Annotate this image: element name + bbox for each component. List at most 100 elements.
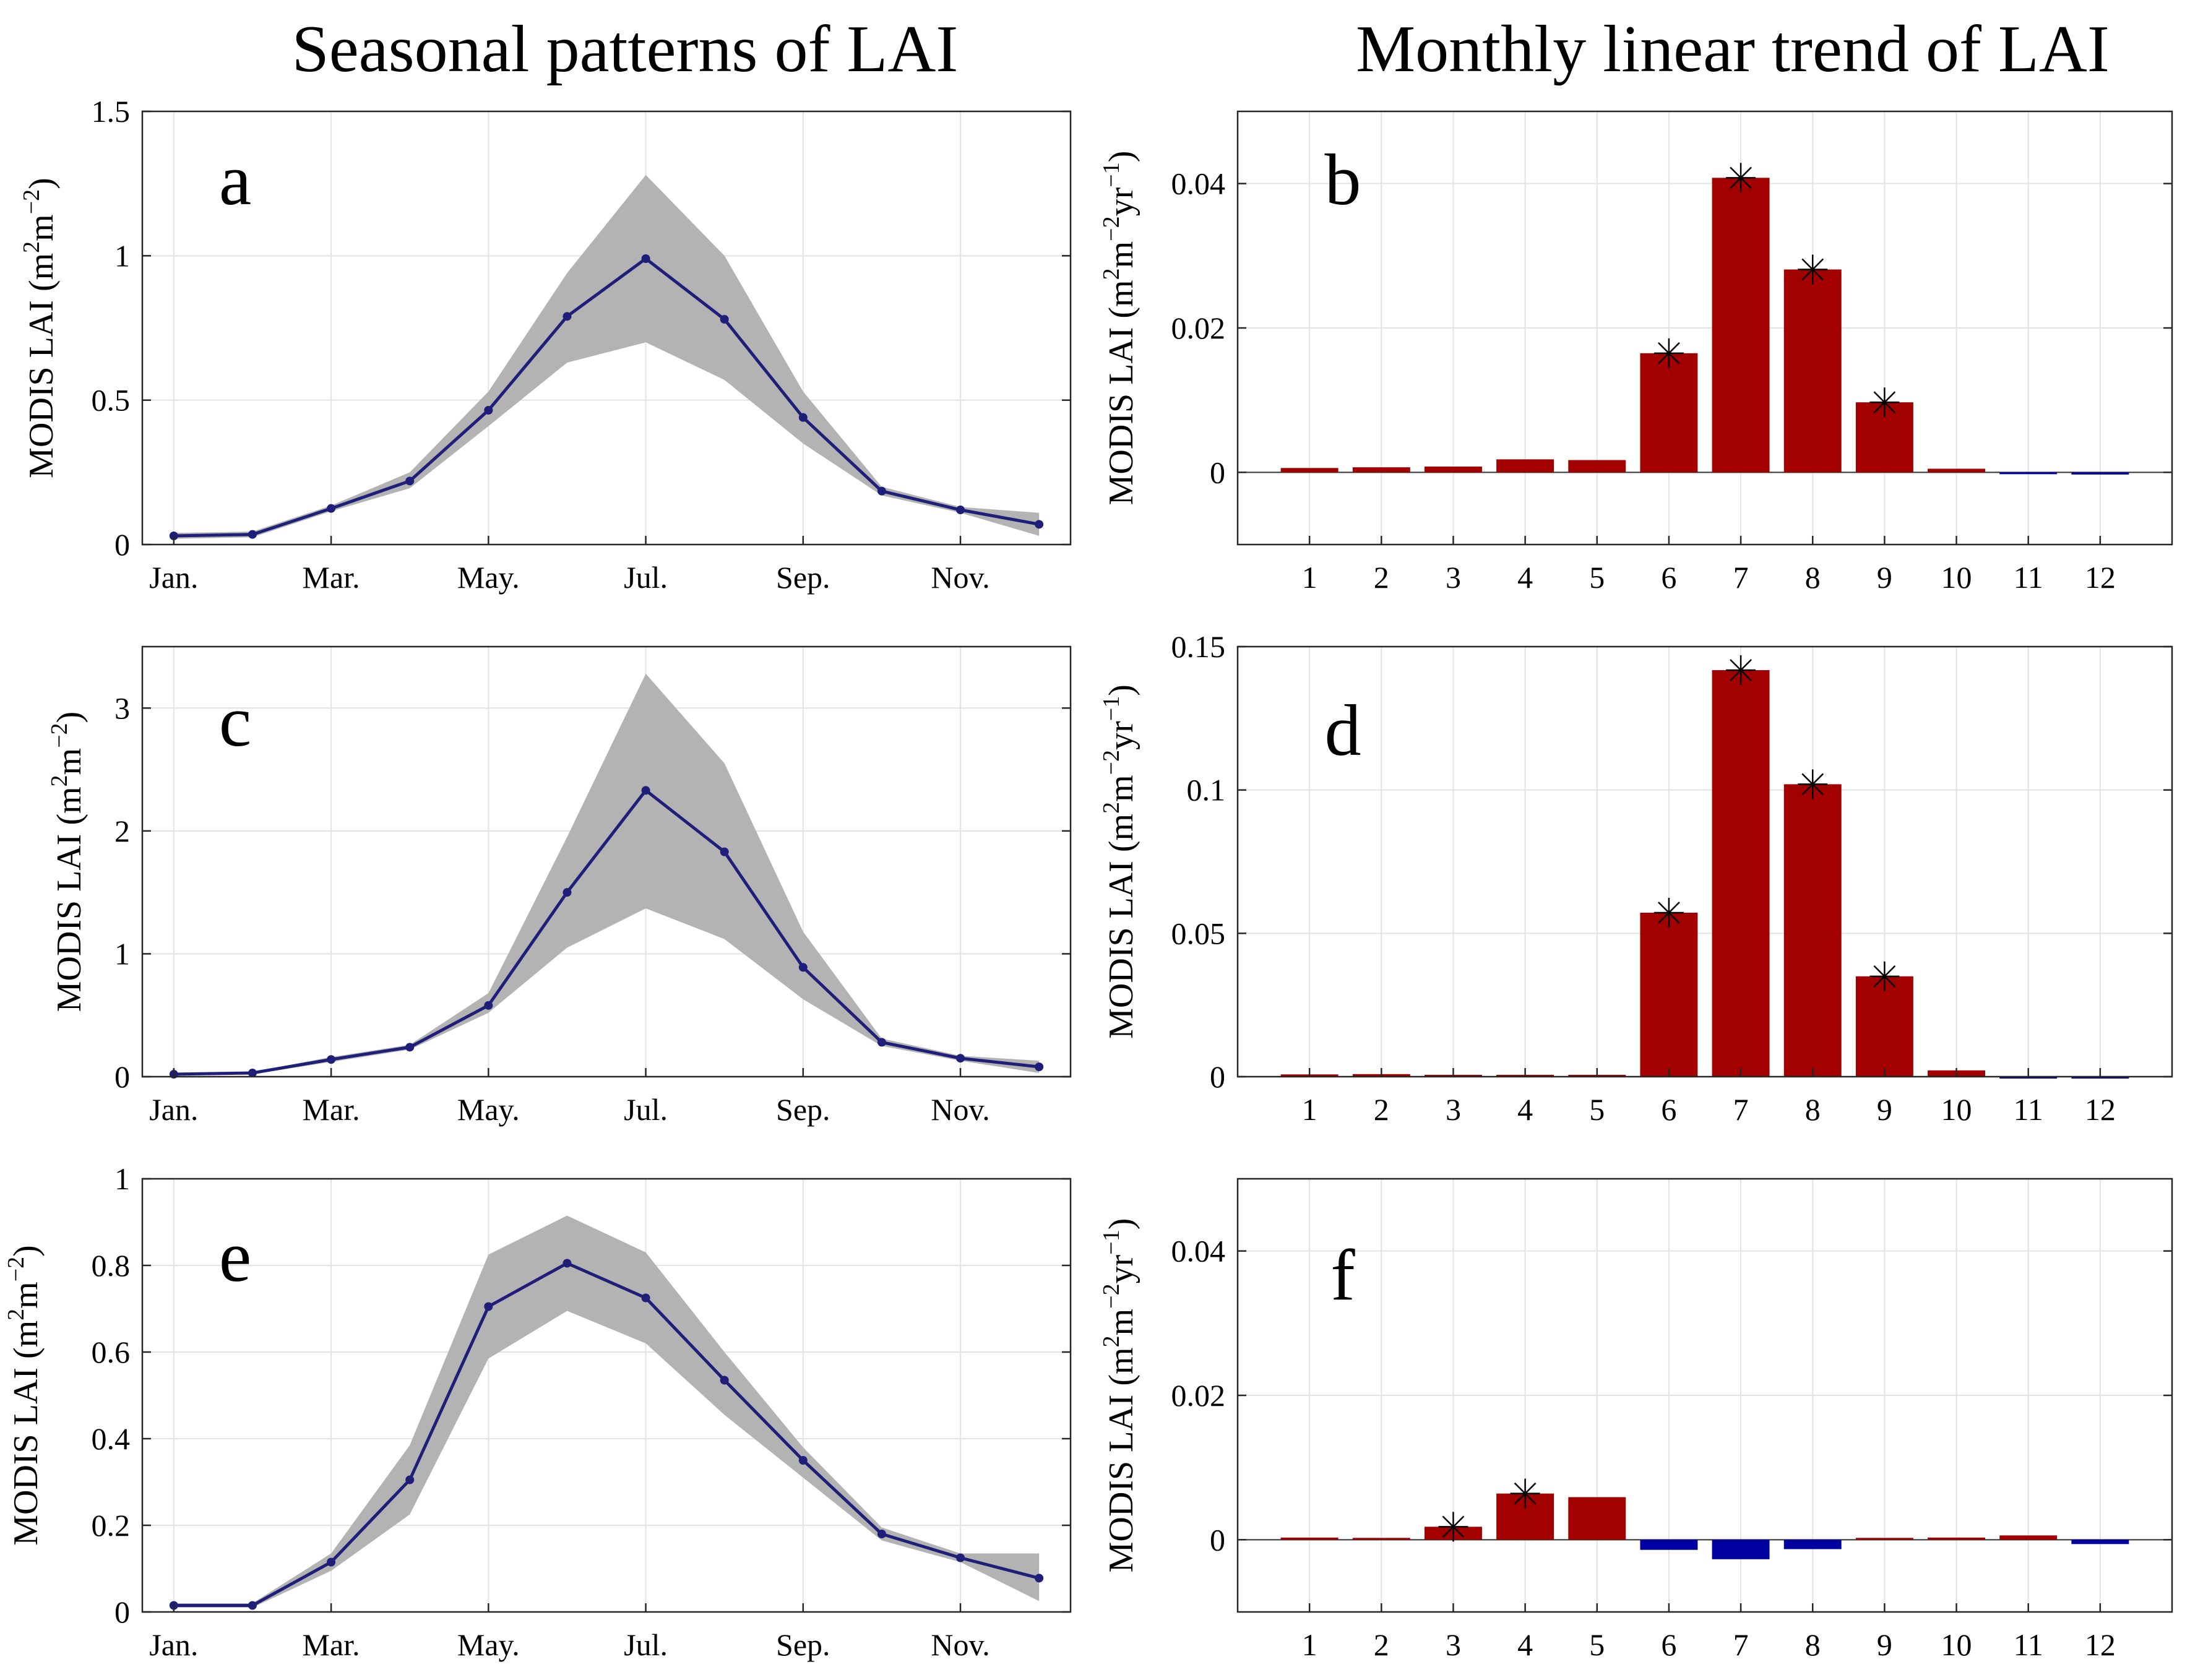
y-tick-label: 0 bbox=[114, 1595, 130, 1629]
data-point bbox=[484, 1302, 493, 1311]
y-axis-label-part: MODIS LAI (m bbox=[7, 1320, 45, 1546]
x-tick-label: 10 bbox=[1941, 560, 1972, 595]
y-axis-label-part: ) bbox=[7, 1245, 45, 1257]
y-axis-label-part: MODIS LAI (m bbox=[1102, 814, 1140, 1039]
bar bbox=[1496, 459, 1554, 473]
y-axis-label-superscript: −2 bbox=[46, 723, 72, 747]
bar bbox=[1568, 1497, 1626, 1540]
significance-stroke bbox=[1801, 258, 1824, 281]
bar bbox=[2071, 472, 2129, 475]
x-tick-label: 4 bbox=[1517, 1092, 1533, 1127]
panel-e: 0 0.2 0.4 0.6 0.8 1 Jan. Mar. May. Jul. Sep. Nov. e M… bbox=[3, 1161, 1072, 1662]
plot-area bbox=[1238, 647, 2172, 1077]
panel-letter: a bbox=[219, 139, 251, 220]
y-tick-label: 3 bbox=[114, 691, 130, 725]
significance-marker bbox=[1438, 1512, 1468, 1542]
y-axis-label-superscript: 2 bbox=[46, 775, 72, 786]
data-point bbox=[720, 315, 729, 324]
x-tick-label: 4 bbox=[1517, 1627, 1533, 1662]
data-point bbox=[641, 1293, 650, 1303]
x-tick-label: 6 bbox=[1661, 560, 1676, 595]
uncertainty-band bbox=[173, 174, 1040, 539]
x-tick-label: Sep. bbox=[776, 560, 830, 595]
significance-stroke bbox=[1873, 965, 1896, 988]
y-tick-label: 0.02 bbox=[1171, 311, 1226, 345]
x-tick-label: May. bbox=[457, 560, 520, 595]
data-point bbox=[248, 1069, 257, 1078]
uncertainty-band bbox=[173, 673, 1040, 1075]
mean-line bbox=[173, 256, 1040, 538]
significance-stroke bbox=[1873, 391, 1896, 414]
x-tick-label: 7 bbox=[1733, 560, 1749, 595]
y-axis-label-part: yr bbox=[1102, 721, 1140, 750]
data-point bbox=[327, 1557, 336, 1567]
data-point bbox=[405, 1475, 415, 1484]
bar bbox=[1640, 912, 1698, 1077]
y-tick-label: 0 bbox=[1210, 1059, 1225, 1094]
y-tick-label: 1 bbox=[114, 238, 130, 273]
y-tick-label: 0.8 bbox=[92, 1248, 131, 1283]
y-tick-label: 1 bbox=[114, 1161, 130, 1196]
x-tick-label: 9 bbox=[1877, 560, 1892, 595]
y-axis-label-superscript: 2 bbox=[3, 1309, 29, 1320]
x-tick-label: 11 bbox=[2014, 560, 2043, 595]
y-axis-label-part: MODIS LAI (m bbox=[50, 786, 88, 1012]
y-axis-label-part: ) bbox=[1102, 151, 1140, 163]
data-point bbox=[248, 530, 257, 539]
significance-stroke bbox=[1801, 773, 1824, 796]
x-tick-label: 1 bbox=[1302, 1627, 1317, 1662]
panel-letter: b bbox=[1325, 139, 1361, 220]
data-point bbox=[563, 1259, 572, 1268]
x-tick-label: 8 bbox=[1805, 560, 1821, 595]
y-tick-label: 0.05 bbox=[1171, 916, 1226, 950]
x-tick-label: 5 bbox=[1589, 1092, 1605, 1127]
x-tick-label: Jan. bbox=[149, 560, 198, 595]
axes-frame bbox=[141, 110, 1072, 546]
axes-frame bbox=[1236, 645, 2173, 1078]
y-axis-label-part: m bbox=[1102, 1309, 1140, 1336]
y-axis-label-part: m bbox=[1102, 241, 1140, 269]
data-point bbox=[641, 786, 650, 795]
x-tick-label: 1 bbox=[1302, 560, 1317, 595]
panel-letter: e bbox=[219, 1216, 251, 1297]
bar bbox=[1425, 467, 1482, 473]
bar bbox=[1928, 468, 1985, 473]
significance-marker bbox=[1653, 338, 1684, 368]
y-tick-label: 0.4 bbox=[92, 1421, 131, 1456]
panel-letter: d bbox=[1325, 690, 1361, 771]
data-point bbox=[877, 1530, 886, 1538]
x-tick-label: 3 bbox=[1446, 560, 1461, 595]
x-tick-label: 1 bbox=[1302, 1092, 1317, 1127]
bar bbox=[1712, 1540, 1770, 1559]
x-tick-label: 11 bbox=[2014, 1627, 2043, 1662]
x-tick-label: 9 bbox=[1877, 1627, 1892, 1662]
y-axis-label-superscript: −2 bbox=[1098, 216, 1124, 241]
uncertainty-band bbox=[173, 1215, 1040, 1608]
y-axis-label-superscript: −1 bbox=[1098, 1230, 1124, 1254]
x-tick-label: 3 bbox=[1446, 1092, 1461, 1127]
x-tick-label: 3 bbox=[1446, 1627, 1461, 1662]
data-point bbox=[798, 963, 808, 972]
data-point bbox=[720, 847, 729, 856]
x-tick-label: Sep. bbox=[776, 1627, 830, 1662]
x-tick-label: 12 bbox=[2085, 1092, 2116, 1127]
y-axis-label-superscript: −2 bbox=[19, 189, 45, 214]
axes-frame bbox=[141, 645, 1072, 1078]
panel-a: 0 0.5 1 1.5 Jan. Mar. May. Jul. Sep. Nov. a MODIS L… bbox=[19, 94, 1072, 595]
x-tick-label: Mar. bbox=[303, 560, 360, 595]
y-axis-label-part: MODIS LAI (m bbox=[1102, 1347, 1140, 1572]
significance-marker bbox=[1653, 897, 1684, 928]
y-tick-label: 0.6 bbox=[92, 1335, 131, 1369]
x-tick-label: 2 bbox=[1374, 560, 1389, 595]
y-axis-label: MODIS LAI (m2m−2yr−1) bbox=[1098, 1218, 1140, 1573]
panel-c: 0 1 2 3 Jan. Mar. May. Jul. Sep. Nov. c MODIS LAI (… bbox=[46, 645, 1072, 1127]
bar bbox=[1352, 467, 1410, 473]
y-axis-label-part: ) bbox=[1102, 684, 1140, 696]
significance-marker bbox=[1726, 163, 1756, 193]
y-tick-label: 0.02 bbox=[1171, 1378, 1226, 1413]
y-axis-label-superscript: −2 bbox=[1098, 750, 1124, 775]
data-point bbox=[327, 504, 336, 513]
